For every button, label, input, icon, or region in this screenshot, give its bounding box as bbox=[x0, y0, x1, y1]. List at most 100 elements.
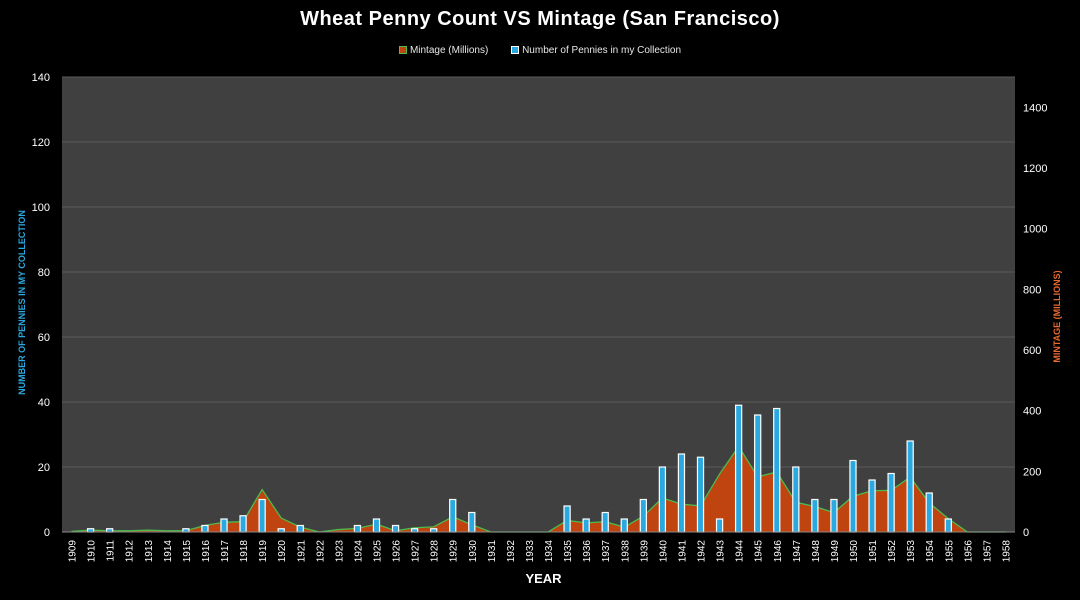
x-tick-label: 1909 bbox=[68, 540, 79, 563]
y-tick-label: 100 bbox=[32, 202, 50, 214]
y2-tick-label: 1400 bbox=[1023, 102, 1047, 114]
collection-bar bbox=[639, 498, 647, 533]
x-tick-label: 1928 bbox=[430, 540, 441, 563]
x-tick-label: 1926 bbox=[392, 540, 403, 563]
collection-bar bbox=[887, 472, 895, 533]
collection-bar bbox=[468, 511, 476, 533]
x-tick-label: 1931 bbox=[487, 540, 498, 563]
x-tick-label: 1935 bbox=[563, 540, 574, 563]
collection-bar bbox=[906, 440, 914, 533]
collection-bar bbox=[925, 492, 933, 533]
collection-bar bbox=[715, 518, 724, 533]
x-tick-label: 1924 bbox=[353, 540, 364, 563]
x-tick-label: 1934 bbox=[544, 540, 555, 563]
x-tick-label: 1948 bbox=[811, 540, 822, 563]
collection-bar bbox=[658, 466, 667, 533]
x-tick-label: 1942 bbox=[697, 540, 708, 563]
collection-bar bbox=[582, 518, 590, 533]
x-tick-label: 1950 bbox=[849, 540, 860, 563]
collection-bar bbox=[372, 518, 381, 533]
legend-item-mintage: Mintage (Millions) bbox=[398, 45, 489, 56]
y-tick-label: 60 bbox=[38, 332, 50, 344]
y2-tick-label: 800 bbox=[1023, 284, 1041, 296]
collection-bar bbox=[849, 459, 857, 533]
x-tick-label: 1913 bbox=[144, 540, 155, 563]
x-tick-label: 1945 bbox=[754, 540, 765, 563]
legend-item-collection: Number of Pennies in my Collection bbox=[511, 45, 681, 56]
x-tick-label: 1910 bbox=[87, 540, 98, 563]
x-axis-title: YEAR bbox=[525, 571, 562, 586]
legend-label-collection: Number of Pennies in my Collection bbox=[522, 45, 682, 56]
chart-title: Wheat Penny Count VS Mintage (San Franci… bbox=[300, 8, 780, 30]
chart-legend: Mintage (Millions) Number of Pennies in … bbox=[0, 45, 1080, 56]
x-tick-label: 1911 bbox=[106, 540, 117, 562]
y-tick-label: 120 bbox=[32, 137, 50, 149]
x-tick-label: 1944 bbox=[735, 540, 746, 563]
plot-area bbox=[62, 77, 1015, 532]
x-tick-label: 1917 bbox=[220, 540, 231, 563]
collection-bar bbox=[830, 498, 838, 533]
x-tick-label: 1953 bbox=[906, 540, 917, 563]
collection-bar bbox=[944, 518, 952, 533]
x-tick-label: 1929 bbox=[449, 540, 460, 563]
x-tick-label: 1921 bbox=[296, 540, 307, 563]
collection-bar bbox=[696, 456, 705, 533]
legend-swatch-collection bbox=[511, 46, 520, 54]
x-tick-label: 1951 bbox=[868, 540, 879, 563]
collection-bar bbox=[734, 404, 743, 533]
x-tick-label: 1947 bbox=[792, 540, 803, 563]
x-tick-label: 1923 bbox=[334, 540, 345, 563]
y2-tick-label: 0 bbox=[1023, 527, 1029, 539]
collection-bar bbox=[201, 524, 209, 533]
x-tick-label: 1940 bbox=[658, 540, 669, 563]
x-tick-label: 1936 bbox=[582, 540, 593, 563]
y2-tick-label: 400 bbox=[1023, 406, 1041, 418]
collection-bar bbox=[811, 498, 819, 533]
x-tick-label: 1956 bbox=[963, 540, 974, 563]
x-tick-label: 1955 bbox=[944, 540, 955, 563]
x-tick-label: 1937 bbox=[601, 540, 612, 563]
x-tick-label: 1946 bbox=[773, 540, 784, 563]
x-tick-label: 1919 bbox=[258, 540, 269, 563]
y2-tick-label: 200 bbox=[1023, 466, 1041, 478]
x-tick-label: 1943 bbox=[716, 540, 727, 563]
x-tick-label: 1932 bbox=[506, 540, 517, 563]
x-tick-label: 1918 bbox=[239, 540, 250, 563]
y2-tick-label: 1000 bbox=[1023, 224, 1047, 236]
x-tick-label: 1930 bbox=[468, 540, 479, 563]
legend-swatch-mintage bbox=[398, 46, 407, 54]
x-tick-label: 1958 bbox=[1001, 540, 1012, 563]
x-tick-label: 1957 bbox=[982, 540, 993, 563]
y2-axis-title: MINTAGE (MILLIONS) bbox=[1052, 270, 1062, 362]
x-tick-label: 1912 bbox=[125, 540, 136, 563]
collection-bar bbox=[220, 518, 228, 533]
y-axis-title: NUMBER OF PENNIES IN MY COLLECTION bbox=[17, 210, 27, 395]
x-tick-label: 1941 bbox=[677, 540, 688, 563]
mintage-area bbox=[71, 446, 1006, 532]
collection-bar bbox=[773, 407, 781, 533]
collection-bar bbox=[620, 518, 628, 533]
collection-bar bbox=[391, 524, 400, 533]
collection-bar bbox=[563, 505, 571, 533]
x-tick-label: 1922 bbox=[315, 540, 326, 563]
x-tick-label: 1915 bbox=[182, 540, 193, 563]
x-tick-label: 1939 bbox=[639, 540, 650, 563]
collection-bar bbox=[868, 479, 876, 533]
x-tick-label: 1952 bbox=[887, 540, 898, 563]
collection-bar bbox=[677, 453, 686, 533]
collection-bar bbox=[754, 414, 762, 533]
y-tick-label: 40 bbox=[38, 397, 50, 409]
x-tick-label: 1920 bbox=[277, 540, 288, 563]
y-tick-label: 80 bbox=[38, 267, 50, 279]
x-tick-label: 1927 bbox=[411, 540, 422, 563]
x-tick-label: 1933 bbox=[525, 540, 536, 563]
collection-bar bbox=[239, 515, 247, 533]
collection-bar bbox=[353, 524, 362, 533]
y2-tick-label: 1200 bbox=[1023, 163, 1047, 175]
x-tick-label: 1954 bbox=[925, 540, 936, 563]
x-tick-label: 1916 bbox=[201, 540, 212, 563]
legend-label-mintage: Mintage (Millions) bbox=[409, 45, 489, 56]
x-tick-label: 1938 bbox=[620, 540, 631, 563]
collection-bar bbox=[601, 511, 609, 533]
